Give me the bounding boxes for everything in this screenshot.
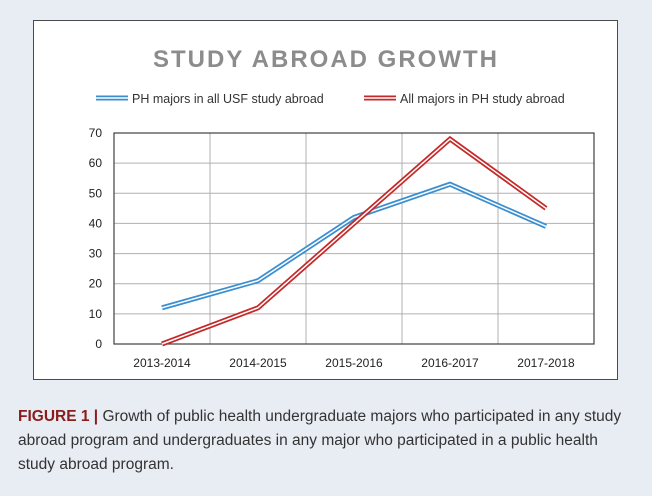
x-axis-ticks: 2013-2014 2014-2015 2015-2016 2016-2017 2017…	[133, 356, 575, 370]
chart-frame: STUDY ABROAD GROWTH PH majors in all USF…	[33, 20, 618, 380]
y-tick-label: 10	[89, 307, 103, 321]
x-tick-label: 2014-2015	[229, 356, 287, 370]
y-axis-ticks: 0 10 20 30 40 50 60 70	[89, 126, 103, 351]
figure-label: FIGURE 1 |	[18, 408, 99, 425]
series-line	[161, 135, 548, 347]
gridlines	[113, 132, 595, 345]
y-tick-label: 60	[89, 156, 103, 170]
y-tick-label: 40	[89, 216, 103, 230]
line-chart: STUDY ABROAD GROWTH PH majors in all USF…	[89, 46, 595, 370]
x-tick-label: 2017-2018	[517, 356, 575, 370]
caption-text: Growth of public health undergraduate ma…	[18, 408, 622, 473]
y-tick-label: 20	[89, 277, 103, 291]
legend-label: PH majors in all USF study abroad	[132, 92, 324, 106]
plot-border	[113, 132, 595, 345]
y-tick-label: 50	[89, 186, 103, 200]
x-tick-label: 2015-2016	[325, 356, 383, 370]
series-lines	[161, 135, 548, 347]
y-tick-label: 30	[89, 247, 103, 261]
legend-label: All majors in PH study abroad	[400, 92, 565, 106]
x-tick-label: 2013-2014	[133, 356, 191, 370]
legend: PH majors in all USF study abroad All maj…	[96, 92, 565, 106]
chart-title: STUDY ABROAD GROWTH	[153, 46, 499, 73]
x-tick-label: 2016-2017	[421, 356, 479, 370]
y-tick-label: 0	[95, 337, 102, 351]
figure-caption: FIGURE 1 | Growth of public health under…	[18, 405, 638, 477]
y-tick-label: 70	[89, 126, 103, 140]
series-line	[161, 181, 548, 311]
